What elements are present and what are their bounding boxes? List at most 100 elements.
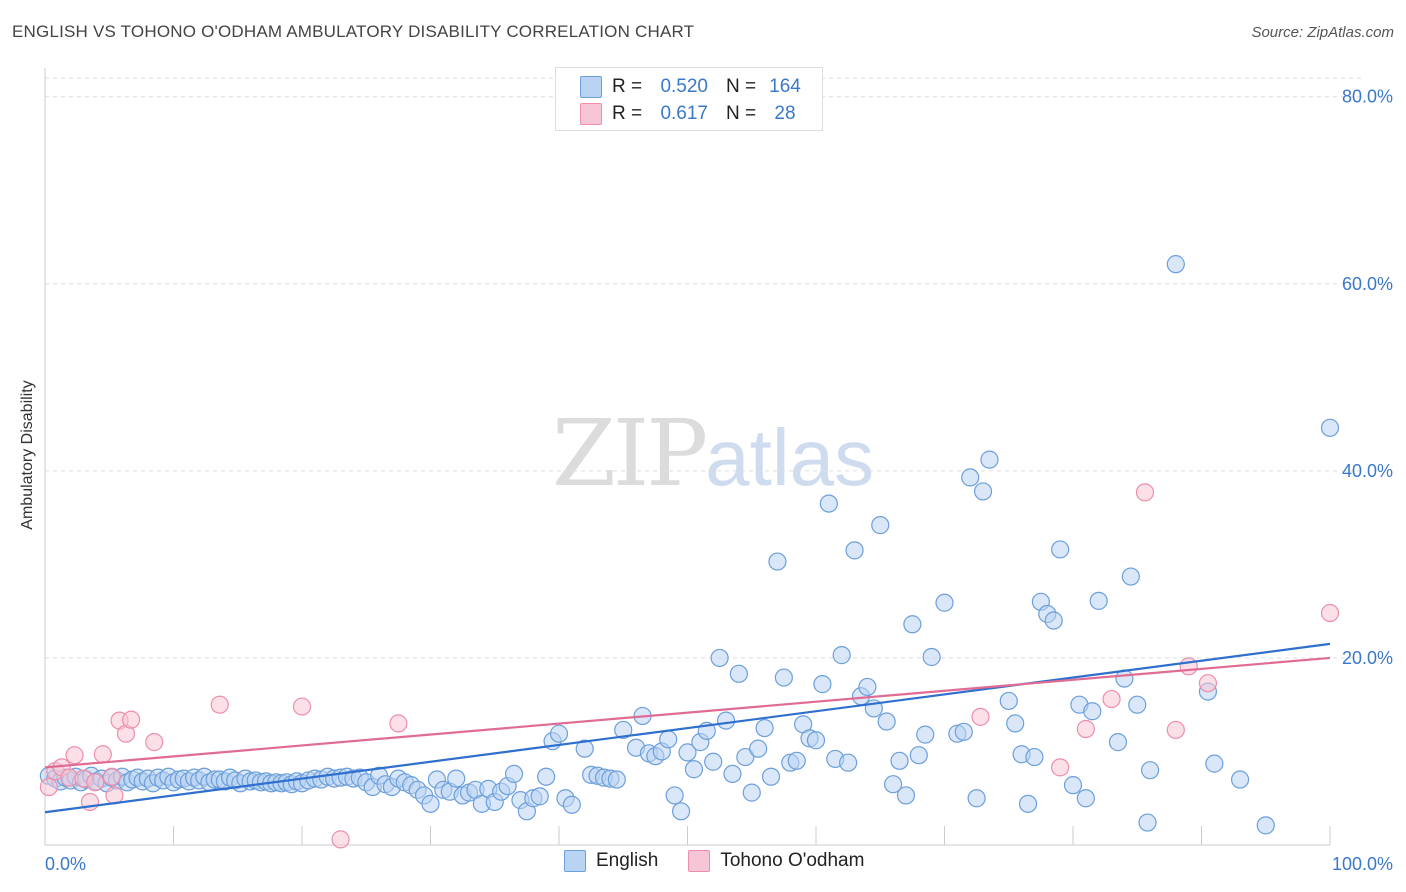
n-label: N = bbox=[726, 76, 757, 97]
english-swatch bbox=[580, 76, 602, 98]
english-point bbox=[973, 482, 993, 501]
english-point bbox=[1256, 816, 1275, 835]
tohono-point bbox=[971, 707, 990, 726]
tohono-point bbox=[1166, 720, 1185, 740]
english-point bbox=[896, 786, 916, 805]
english-point bbox=[684, 760, 704, 779]
tohono-point bbox=[39, 777, 58, 797]
legend-item-english[interactable]: English bbox=[564, 850, 658, 872]
english-point bbox=[659, 730, 678, 749]
english-point bbox=[1044, 611, 1063, 630]
stats-row-english: R = 0.520 N = 164 bbox=[580, 74, 806, 100]
english-point bbox=[839, 753, 858, 772]
n-label: N = bbox=[726, 103, 757, 124]
english-point bbox=[421, 794, 440, 813]
english-point bbox=[858, 677, 877, 697]
watermark-zip: ZIP bbox=[552, 400, 708, 507]
english-point bbox=[909, 746, 928, 765]
english-point bbox=[819, 494, 838, 513]
r-label: R = bbox=[612, 103, 643, 124]
english-point bbox=[1089, 591, 1108, 610]
tohono-point bbox=[93, 745, 112, 764]
tohono-point bbox=[102, 767, 121, 786]
tohono-point bbox=[1051, 758, 1070, 777]
tohono-point bbox=[389, 714, 408, 733]
english-point bbox=[614, 720, 633, 740]
tohono-point bbox=[1320, 603, 1340, 623]
stats-row-tohono: R = 0.617 N = 28 bbox=[580, 101, 806, 127]
english-legend-swatch bbox=[564, 850, 586, 872]
english-point bbox=[1320, 418, 1340, 437]
english-point bbox=[1121, 567, 1140, 586]
english-point bbox=[787, 751, 806, 770]
english-point bbox=[980, 450, 999, 469]
english-point bbox=[1140, 761, 1160, 780]
english-point bbox=[1138, 813, 1157, 832]
english-point bbox=[530, 787, 549, 806]
english-point bbox=[1083, 702, 1102, 721]
x-tick-label: 0.0% bbox=[45, 854, 86, 874]
n-value: 28 bbox=[774, 103, 796, 124]
tohono-point bbox=[1179, 657, 1198, 676]
english-point bbox=[806, 731, 826, 750]
english-point bbox=[768, 552, 787, 571]
english-point bbox=[671, 802, 691, 821]
tohono-trend-line bbox=[44, 656, 1331, 769]
english-point bbox=[871, 516, 890, 535]
english-point bbox=[1006, 714, 1025, 733]
english-point bbox=[549, 724, 569, 743]
watermark-atlas: atlas bbox=[705, 413, 875, 502]
english-point bbox=[704, 752, 723, 771]
english-point bbox=[1051, 540, 1070, 559]
y-tick-label: 20.0% bbox=[1342, 648, 1393, 668]
tohono-point bbox=[292, 697, 312, 716]
tohono-point bbox=[1076, 719, 1095, 739]
english-trend-line bbox=[44, 642, 1331, 814]
english-point bbox=[1076, 789, 1095, 808]
english-point bbox=[723, 764, 742, 784]
r-value: 0.520 bbox=[660, 76, 708, 97]
english-point bbox=[877, 712, 896, 731]
r-value: 0.617 bbox=[660, 103, 708, 124]
english-point bbox=[1230, 770, 1250, 789]
y-tick-label: 80.0% bbox=[1342, 87, 1393, 107]
english-point bbox=[954, 722, 973, 741]
english-point bbox=[1018, 794, 1038, 813]
english-point bbox=[890, 751, 909, 770]
legend-item-tohono[interactable]: Tohono O'odham bbox=[688, 850, 864, 872]
english-point bbox=[903, 615, 922, 634]
english-point bbox=[774, 668, 793, 687]
english-point bbox=[935, 593, 954, 612]
english-point bbox=[961, 468, 980, 487]
tohono-legend-swatch bbox=[688, 850, 711, 872]
english-point bbox=[761, 767, 781, 786]
watermark: ZIPatlas bbox=[552, 400, 874, 507]
english-point bbox=[845, 541, 864, 560]
tohono-point bbox=[1198, 674, 1218, 693]
tohono-point bbox=[145, 733, 164, 752]
english-point bbox=[922, 647, 941, 667]
english-point bbox=[537, 767, 556, 786]
n-value: 164 bbox=[769, 76, 801, 97]
english-point bbox=[1128, 695, 1147, 714]
english-point bbox=[447, 769, 466, 788]
series-legend: English Tohono O'odham bbox=[564, 850, 894, 872]
english-point bbox=[916, 725, 935, 744]
y-tick-label: 60.0% bbox=[1342, 274, 1393, 294]
english-point bbox=[967, 789, 986, 808]
english-point bbox=[749, 739, 768, 758]
english-point bbox=[883, 775, 903, 794]
english-point bbox=[562, 795, 581, 814]
english-point bbox=[832, 646, 851, 665]
tohono-point bbox=[1135, 483, 1155, 502]
english-legend-label: English bbox=[596, 850, 659, 871]
tohono-swatch bbox=[580, 103, 602, 125]
english-point bbox=[1205, 754, 1224, 773]
english-point bbox=[1025, 747, 1044, 767]
english-point bbox=[729, 664, 749, 683]
tohono-point bbox=[331, 830, 350, 849]
x-tick-label: 100.0% bbox=[1332, 854, 1393, 874]
english-point bbox=[742, 783, 761, 802]
english-point bbox=[755, 718, 774, 738]
